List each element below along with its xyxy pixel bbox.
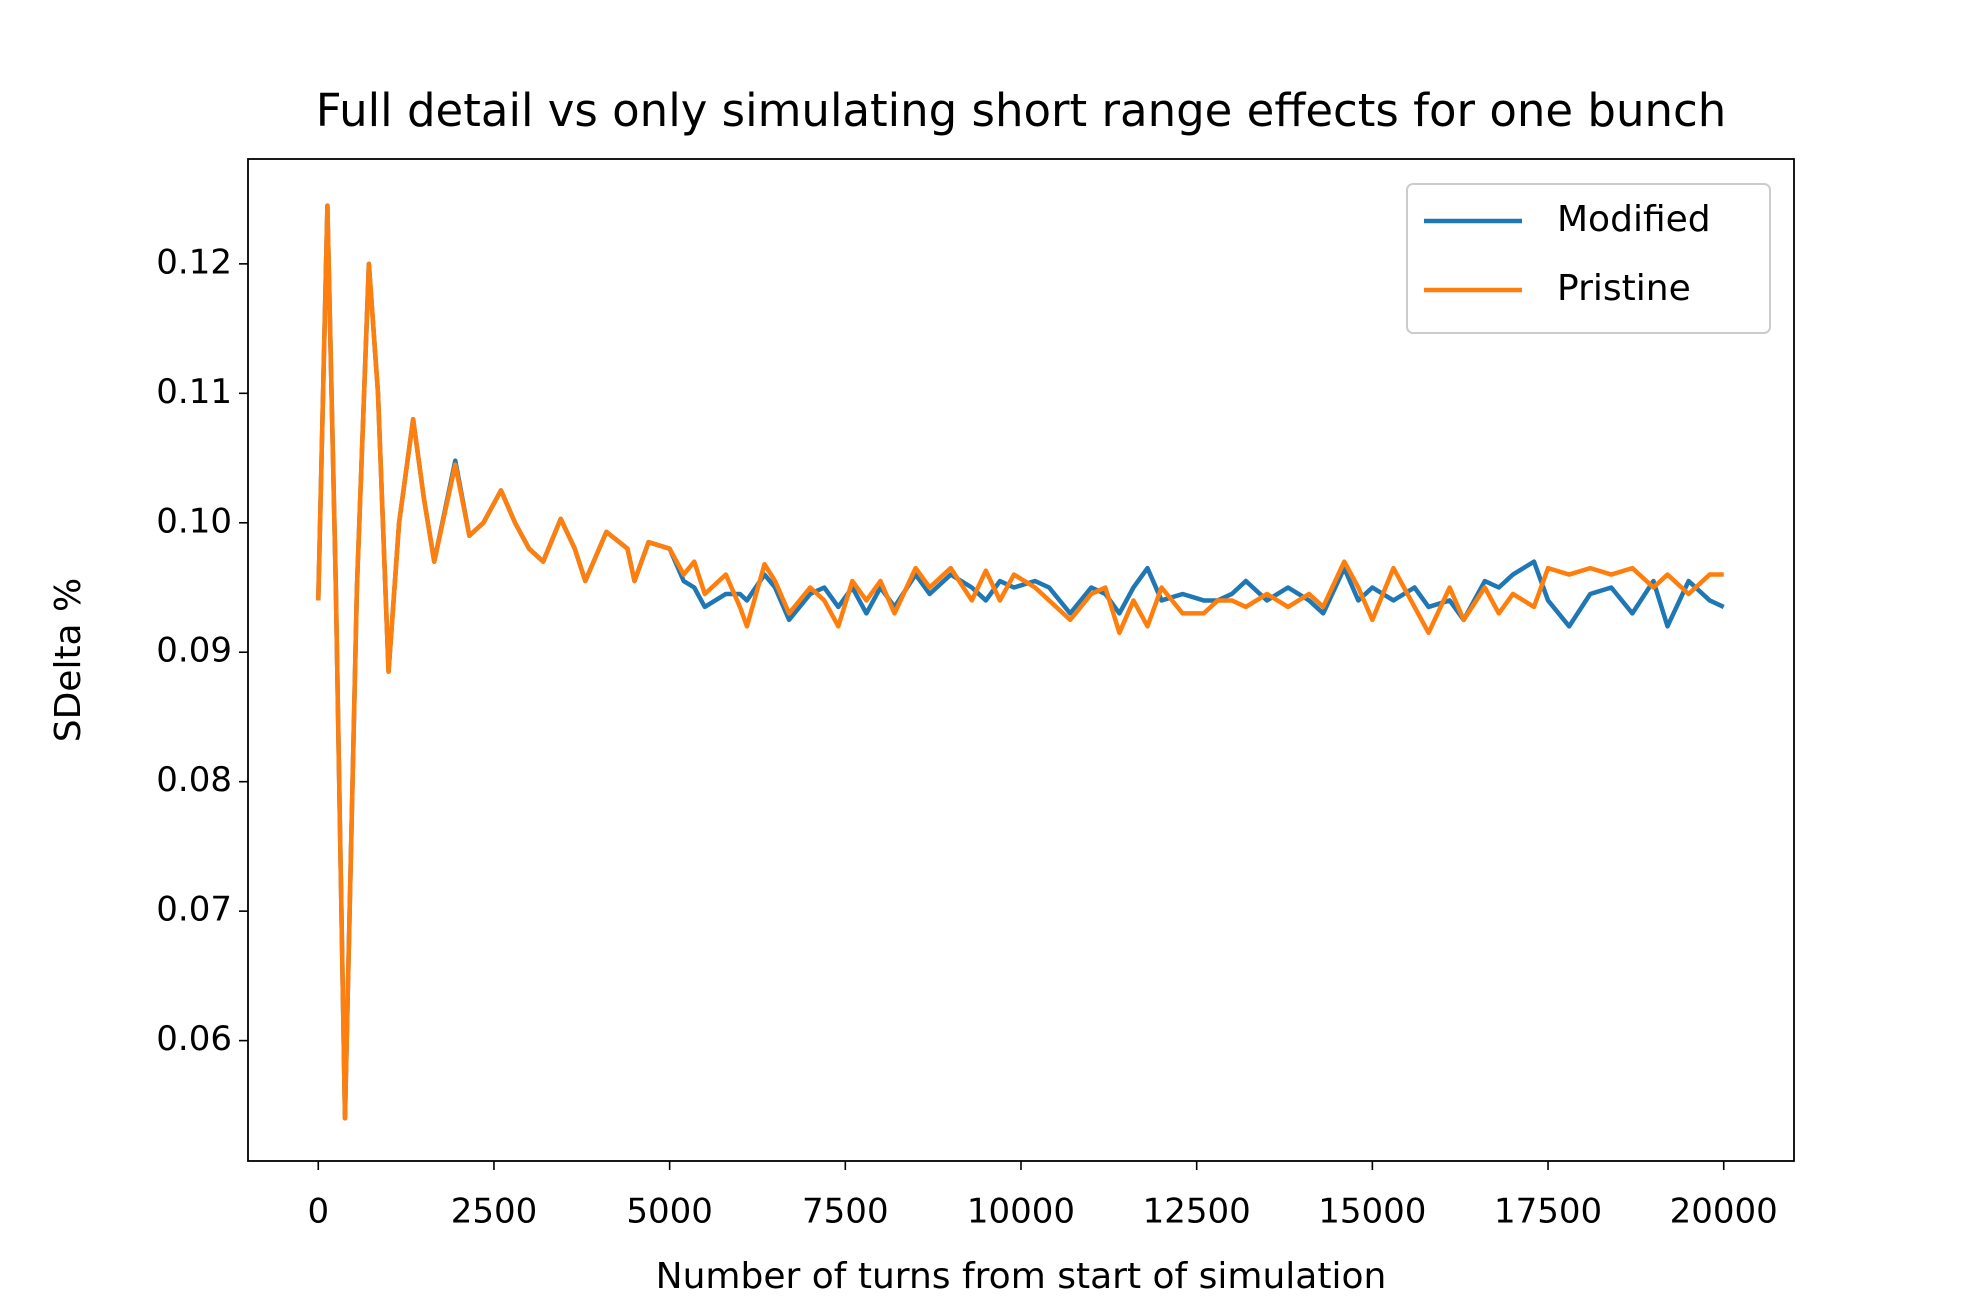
x-tick-label: 17500: [1494, 1192, 1602, 1232]
x-tick-label: 7500: [802, 1192, 889, 1232]
x-tick-label: 12500: [1143, 1192, 1251, 1232]
x-axis-label: Number of turns from start of simulation: [656, 1256, 1387, 1297]
series-line: [316, 203, 1724, 1121]
plot-frame: [247, 158, 1795, 1162]
y-axis-label: SDelta %: [48, 578, 89, 743]
x-tick-label: 2500: [451, 1192, 538, 1232]
legend-label: Pristine: [1557, 268, 1691, 309]
y-tick-label: 0.10: [156, 501, 232, 541]
y-tick-label: 0.09: [156, 631, 232, 671]
x-tick-label: 10000: [967, 1192, 1075, 1232]
y-tick-label: 0.11: [156, 372, 232, 412]
x-tick-label: 5000: [626, 1192, 713, 1232]
x-tick-label: 15000: [1318, 1192, 1426, 1232]
legend: Modified Pristine: [1406, 183, 1771, 334]
y-tick-label: 0.12: [156, 242, 232, 282]
y-tick-label: 0.06: [156, 1019, 232, 1059]
chart-title: Full detail vs only simulating short ran…: [316, 84, 1727, 137]
x-tick-label: 20000: [1670, 1192, 1778, 1232]
legend-label: Modified: [1557, 199, 1711, 240]
y-tick-label: 0.07: [156, 890, 232, 930]
series-line: [316, 203, 1725, 1121]
y-tick-label: 0.08: [156, 760, 232, 800]
x-tick-label: 0: [307, 1192, 329, 1232]
